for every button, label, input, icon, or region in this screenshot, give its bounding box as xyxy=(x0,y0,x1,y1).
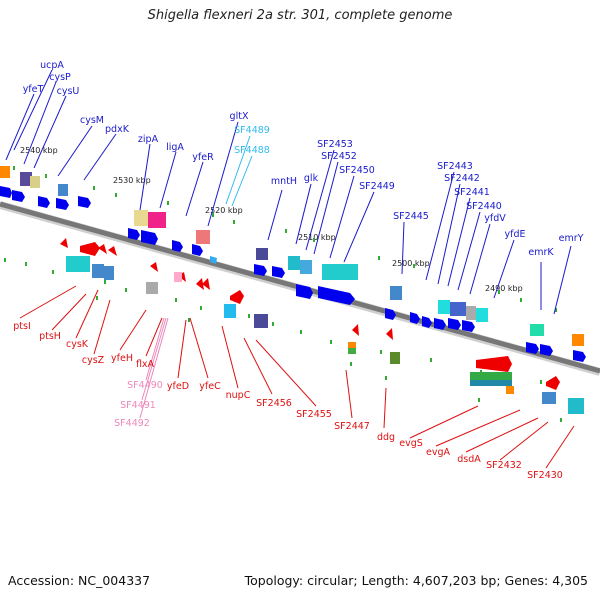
gene-label-emrY[interactable]: emrY xyxy=(559,233,584,244)
gene-label-SF2441[interactable]: SF2441 xyxy=(454,187,490,198)
reverse-gene-boxes xyxy=(66,256,584,414)
gene-label-yfeR[interactable]: yfeR xyxy=(192,152,214,163)
gene-label-ligA[interactable]: ligA xyxy=(166,142,184,153)
topology-text: Topology: circular; Length: 4,607,203 bp… xyxy=(244,573,588,588)
gene-label-SF4492[interactable]: SF4492 xyxy=(114,418,150,429)
gene-label-cysU[interactable]: cysU xyxy=(57,86,80,97)
gene-label-SF4489[interactable]: SF4489 xyxy=(234,125,270,136)
gene-label-SF2443[interactable]: SF2443 xyxy=(437,161,473,172)
gene-label-ptsI[interactable]: ptsI xyxy=(13,321,31,332)
gene-label-cysK[interactable]: cysK xyxy=(66,339,89,350)
gene-label-zipA[interactable]: zipA xyxy=(138,134,159,145)
gene-label-dsdA[interactable]: dsdA xyxy=(457,454,481,465)
gene-label-SF2430[interactable]: SF2430 xyxy=(527,470,563,481)
gene-label-yfeH[interactable]: yfeH xyxy=(111,353,133,364)
gene-label-SF2453[interactable]: SF2453 xyxy=(317,139,353,150)
gene-label-nupC[interactable]: nupC xyxy=(226,390,251,401)
gene-label-yfeC[interactable]: yfeC xyxy=(199,381,221,392)
gene-label-SF4490[interactable]: SF4490 xyxy=(127,380,163,391)
scale-tick-2540: 2540 kbp xyxy=(20,146,58,155)
forward-genes xyxy=(0,186,586,362)
gene-label-SF2447[interactable]: SF2447 xyxy=(334,421,370,432)
gene-label-ddg[interactable]: ddg xyxy=(377,432,395,443)
gene-label-SF2442[interactable]: SF2442 xyxy=(444,173,480,184)
scale-tick-2510: 2510 kbp xyxy=(298,233,336,242)
accession-text: Accession: NC_004337 xyxy=(8,573,151,588)
gene-label-evgA[interactable]: evgA xyxy=(426,447,450,458)
gene-label-yfdE[interactable]: yfdE xyxy=(505,229,526,240)
gene-label-cysM[interactable]: cysM xyxy=(80,115,104,126)
scale-ticks-upper xyxy=(13,166,557,312)
scale-tick-2490: 2490 kbp xyxy=(485,284,523,293)
rna-genes xyxy=(210,256,217,264)
scale-tick-2520: 2520 kbp xyxy=(205,206,243,215)
gene-label-SF2452[interactable]: SF2452 xyxy=(321,151,357,162)
gene-label-evgS[interactable]: evgS xyxy=(399,438,423,449)
gene-label-ptsH[interactable]: ptsH xyxy=(39,331,61,342)
scale-tick-2530: 2530 kbp xyxy=(113,176,151,185)
gene-label-SF2445[interactable]: SF2445 xyxy=(393,211,429,222)
top-label-connectors xyxy=(5,69,572,315)
gene-label-cysP[interactable]: cysP xyxy=(49,72,71,83)
bottom-label-connectors xyxy=(19,285,575,469)
gene-label-SF4488[interactable]: SF4488 xyxy=(234,145,270,156)
gene-label-SF2440[interactable]: SF2440 xyxy=(466,201,502,212)
gene-label-SF2455[interactable]: SF2455 xyxy=(296,409,332,420)
gene-label-mntH[interactable]: mntH xyxy=(271,176,297,187)
gene-label-emrK[interactable]: emrK xyxy=(528,247,554,258)
gene-label-pdxK[interactable]: pdxK xyxy=(105,124,130,135)
scale-ticks-lower xyxy=(4,258,562,422)
gene-label-ucpA[interactable]: ucpA xyxy=(40,60,64,71)
gene-label-SF2456[interactable]: SF2456 xyxy=(256,398,292,409)
gene-label-cysZ[interactable]: cysZ xyxy=(82,355,105,366)
genome-title: Shigella flexneri 2a str. 301, complete … xyxy=(147,8,453,23)
gene-label-SF2432[interactable]: SF2432 xyxy=(486,460,522,471)
forward-gene-boxes xyxy=(0,166,584,346)
gene-label-flxA[interactable]: flxA xyxy=(136,359,155,370)
pseudo-label-connectors xyxy=(139,317,169,419)
gene-label-gltX[interactable]: gltX xyxy=(230,111,249,122)
reverse-genes xyxy=(60,238,560,390)
gene-label-yfdV[interactable]: yfdV xyxy=(484,213,506,224)
gene-label-yfeD[interactable]: yfeD xyxy=(167,381,189,392)
gene-label-SF4491[interactable]: SF4491 xyxy=(120,400,156,411)
gene-label-glk[interactable]: glk xyxy=(304,173,319,184)
gene-label-SF2450[interactable]: SF2450 xyxy=(339,165,375,176)
scale-tick-2500: 2500 kbp xyxy=(392,259,430,268)
gene-label-yfeT[interactable]: yfeT xyxy=(23,84,44,95)
rna-label-connectors xyxy=(225,135,253,207)
gene-label-SF2449[interactable]: SF2449 xyxy=(359,181,395,192)
